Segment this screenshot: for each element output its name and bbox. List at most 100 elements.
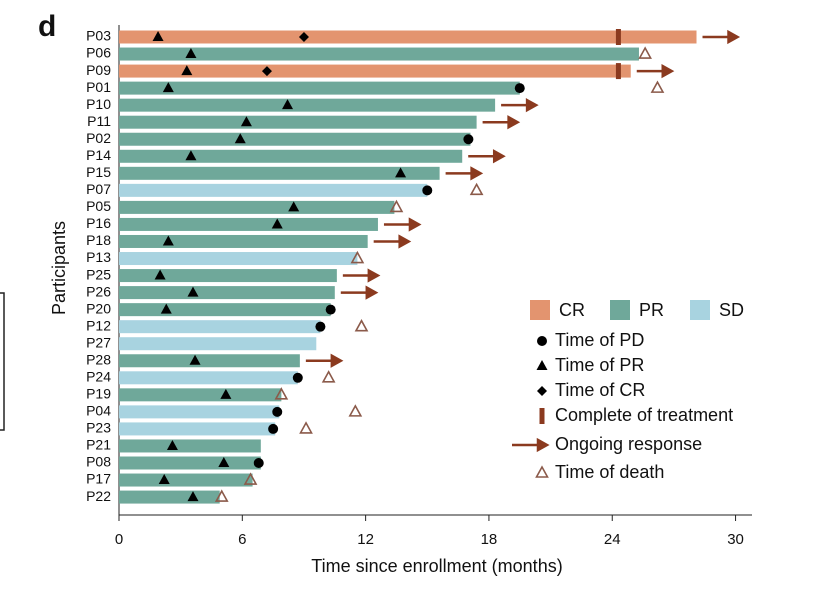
y-tick-label: P27: [86, 334, 111, 350]
y-tick-label: P19: [86, 386, 111, 402]
pr-marker: [189, 354, 201, 365]
bar: [119, 422, 276, 436]
bar: [119, 337, 317, 351]
legend-label: Time of death: [555, 462, 664, 482]
y-tick-label: P07: [86, 181, 111, 197]
pd-marker: [272, 406, 283, 417]
cr-marker: [298, 32, 309, 42]
frame-edge: [0, 292, 5, 431]
bar: [119, 388, 282, 402]
ongoing-arrow: [373, 234, 412, 249]
y-tick-label: P22: [86, 488, 111, 504]
pr-marker: [271, 218, 283, 229]
y-tick-label: P15: [86, 164, 111, 180]
y-tick-label: P13: [86, 249, 111, 265]
death-marker: [389, 199, 404, 213]
bar: [119, 217, 378, 231]
x-tick-label: 6: [238, 531, 246, 548]
bar: [119, 149, 463, 163]
y-tick-label: P18: [86, 232, 111, 248]
pr-marker: [536, 360, 548, 370]
legend-label: SD: [719, 300, 744, 320]
bar: [119, 286, 335, 300]
x-tick-label: 0: [115, 531, 123, 548]
y-tick-label: P23: [86, 420, 111, 436]
ongoing-arrow: [340, 285, 379, 300]
pd-marker: [292, 372, 303, 383]
y-tick-label: P08: [86, 454, 111, 470]
legend-label: PR: [639, 300, 664, 320]
pd-marker: [537, 336, 547, 346]
legend-swatch: [530, 300, 550, 320]
y-axis-label: Participants: [49, 221, 69, 315]
pr-marker: [154, 269, 166, 280]
death-marker: [650, 80, 665, 93]
complete-marker: [539, 408, 545, 424]
bar: [119, 81, 520, 95]
pr-marker: [187, 491, 199, 502]
pd-marker: [325, 304, 336, 315]
y-tick-label: P12: [86, 317, 111, 333]
pr-marker: [162, 82, 174, 93]
pr-marker: [234, 133, 246, 144]
ongoing-arrow: [468, 149, 506, 164]
bar: [119, 439, 261, 453]
y-tick-label: P25: [86, 266, 111, 282]
y-tick-label: P16: [86, 215, 111, 231]
y-tick-label: P11: [87, 113, 111, 129]
y-tick-label: P21: [86, 437, 111, 453]
y-tick-label: P06: [86, 45, 111, 61]
death-marker: [321, 370, 336, 383]
bar: [119, 115, 477, 129]
y-tick-label: P09: [86, 62, 111, 78]
legend-label: Ongoing response: [555, 434, 702, 454]
bar: [119, 166, 440, 180]
pr-marker: [282, 99, 294, 110]
y-tick-label: P14: [86, 147, 111, 163]
bar: [119, 47, 639, 61]
x-axis-label: Time since enrollment (months): [311, 556, 562, 576]
bar: [119, 183, 428, 197]
y-tick-label: P24: [86, 369, 111, 385]
ongoing-arrow: [512, 437, 550, 453]
bar: [119, 64, 631, 78]
death-marker: [354, 319, 369, 332]
pr-marker: [187, 286, 199, 297]
bar: [119, 371, 298, 385]
bar: [119, 456, 261, 470]
complete-marker: [615, 63, 621, 80]
death-marker: [348, 404, 363, 417]
complete-marker: [615, 29, 621, 45]
ongoing-arrow: [501, 98, 539, 113]
death-marker: [274, 387, 289, 400]
y-tick-label: P01: [86, 79, 111, 95]
pr-marker: [185, 150, 197, 161]
x-tick-label: 18: [481, 531, 498, 548]
ongoing-arrow: [305, 353, 344, 368]
y-tick-label: P28: [86, 351, 111, 367]
cr-marker: [537, 386, 547, 396]
pd-marker: [422, 185, 433, 196]
y-tick-label: P20: [86, 300, 111, 316]
bar: [119, 405, 280, 419]
x-tick-label: 24: [604, 531, 621, 548]
cr-marker: [261, 66, 272, 77]
death-marker: [299, 421, 313, 434]
y-tick-label: P04: [86, 403, 111, 419]
legend-label: Time of CR: [555, 380, 645, 400]
y-tick-label: P10: [86, 96, 111, 112]
legend-label: CR: [559, 300, 585, 320]
pr-marker: [185, 48, 197, 59]
death-marker: [350, 250, 365, 264]
bar: [119, 234, 368, 248]
pr-marker: [181, 65, 193, 76]
y-tick-label: P26: [86, 283, 111, 299]
pr-marker: [240, 116, 252, 127]
pr-marker: [160, 303, 172, 314]
y-tick-label: P03: [86, 28, 111, 44]
pr-marker: [218, 457, 230, 467]
bar: [119, 132, 471, 146]
pd-marker: [463, 134, 474, 145]
bar: [119, 490, 220, 504]
